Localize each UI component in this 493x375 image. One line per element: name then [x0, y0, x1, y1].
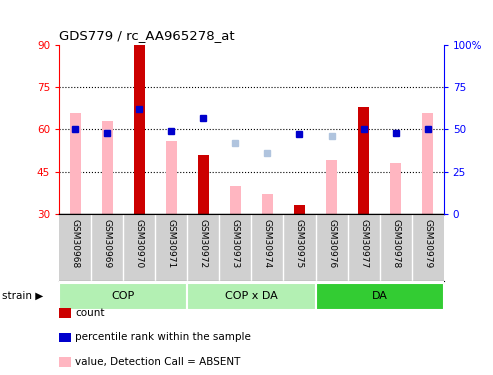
- Bar: [390, 163, 401, 214]
- Bar: [358, 107, 369, 214]
- Bar: [262, 194, 273, 214]
- Text: GSM30968: GSM30968: [70, 219, 80, 268]
- Text: GSM30976: GSM30976: [327, 219, 336, 268]
- Text: GDS779 / rc_AA965278_at: GDS779 / rc_AA965278_at: [59, 30, 235, 42]
- Text: count: count: [75, 308, 105, 318]
- Text: GSM30969: GSM30969: [103, 219, 112, 268]
- Text: value, Detection Call = ABSENT: value, Detection Call = ABSENT: [75, 357, 240, 367]
- Bar: [59, 283, 187, 310]
- Bar: [316, 283, 444, 310]
- Text: GSM30975: GSM30975: [295, 219, 304, 268]
- Bar: [294, 206, 305, 214]
- Text: strain ▶: strain ▶: [2, 291, 44, 301]
- Text: COP x DA: COP x DA: [225, 291, 278, 301]
- Bar: [422, 112, 433, 214]
- Text: GSM30978: GSM30978: [391, 219, 400, 268]
- Bar: [166, 141, 177, 214]
- Bar: [326, 160, 337, 214]
- Text: GSM30971: GSM30971: [167, 219, 176, 268]
- Bar: [198, 154, 209, 214]
- Bar: [134, 121, 145, 214]
- Text: GSM30972: GSM30972: [199, 219, 208, 268]
- Bar: [70, 112, 81, 214]
- Text: percentile rank within the sample: percentile rank within the sample: [75, 333, 251, 342]
- Text: COP: COP: [111, 291, 135, 301]
- Text: GSM30970: GSM30970: [135, 219, 144, 268]
- Bar: [102, 121, 113, 214]
- Text: DA: DA: [372, 291, 387, 301]
- Bar: [230, 186, 241, 214]
- Text: GSM30974: GSM30974: [263, 219, 272, 268]
- Text: GSM30973: GSM30973: [231, 219, 240, 268]
- Bar: [134, 45, 145, 214]
- Text: GSM30977: GSM30977: [359, 219, 368, 268]
- Text: GSM30979: GSM30979: [423, 219, 432, 268]
- Bar: [187, 283, 316, 310]
